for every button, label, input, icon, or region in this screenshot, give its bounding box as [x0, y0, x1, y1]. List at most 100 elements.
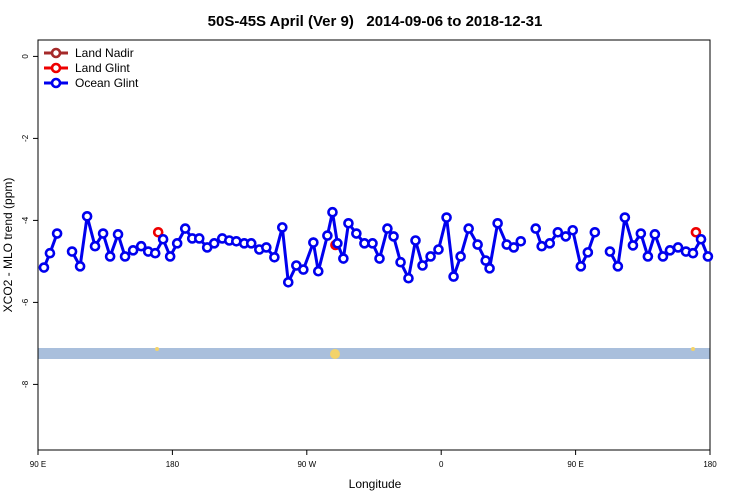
y-axis-label: XCO2 - MLO trend (ppm)	[1, 178, 15, 313]
data-point	[332, 238, 343, 249]
data-point	[463, 223, 474, 234]
data-point	[635, 228, 647, 239]
data-point	[455, 251, 466, 262]
data-point	[135, 240, 147, 252]
data-point	[149, 247, 161, 259]
data-point	[604, 246, 616, 257]
data-point	[388, 231, 399, 242]
data-point	[612, 261, 624, 272]
data-point	[66, 246, 78, 257]
data-point	[351, 228, 362, 239]
data-point	[433, 244, 444, 255]
data-point	[298, 264, 309, 275]
data-point	[425, 251, 436, 262]
data-point	[164, 251, 176, 262]
data-point	[472, 239, 483, 250]
data-point	[702, 251, 714, 262]
x-tick-label: 0	[439, 460, 444, 469]
data-point	[395, 256, 406, 268]
y-tick-label: -2	[21, 134, 30, 142]
legend-label: Land Nadir	[75, 46, 134, 60]
data-point	[261, 242, 272, 253]
data-point	[127, 245, 139, 256]
x-tick-label: 180	[166, 460, 180, 469]
data-point	[282, 277, 294, 288]
x-tick-label: 90 E	[567, 460, 583, 469]
data-point	[515, 236, 527, 247]
data-point	[642, 251, 654, 262]
data-point	[484, 263, 495, 274]
data-point	[657, 251, 669, 262]
data-point	[410, 235, 421, 246]
data-point	[627, 240, 639, 251]
legend-marker	[50, 77, 62, 89]
y-tick-label: -6	[21, 298, 30, 306]
data-point	[567, 224, 579, 236]
legend-label: Ocean Glint	[75, 76, 139, 90]
data-point	[338, 253, 349, 264]
data-point	[157, 233, 169, 245]
data-point	[575, 261, 587, 272]
plot-frame	[37, 39, 711, 451]
y-tick-label: -4	[21, 216, 30, 224]
data-point	[322, 230, 333, 241]
data-point	[530, 223, 542, 234]
data-point	[582, 247, 594, 258]
land-marker	[691, 347, 695, 351]
data-point	[492, 217, 503, 229]
data-point	[119, 251, 131, 262]
data-point	[441, 212, 452, 223]
data-point	[171, 238, 183, 249]
data-point	[382, 223, 393, 234]
data-point	[277, 222, 288, 233]
data-point	[308, 237, 319, 248]
land-ocean-strip	[38, 348, 710, 359]
x-tick-label: 90 E	[30, 460, 46, 469]
data-point	[104, 251, 116, 262]
data-point	[193, 233, 205, 244]
data-point	[480, 255, 492, 266]
data-point	[343, 217, 354, 229]
x-tick-label: 180	[703, 460, 717, 469]
data-point	[179, 223, 191, 234]
data-point	[619, 212, 631, 223]
data-point	[112, 229, 124, 240]
chart-title: 50S-45S April (Ver 9) 2014-09-06 to 2018…	[208, 13, 543, 30]
data-point	[589, 226, 601, 238]
data-point	[687, 247, 699, 259]
data-point	[312, 265, 324, 277]
data-point	[269, 251, 280, 263]
data-point	[245, 238, 257, 249]
data-point	[544, 238, 556, 249]
data-point	[74, 261, 86, 272]
data-point	[81, 211, 93, 222]
y-tick-label: 0	[21, 54, 30, 59]
legend-marker	[50, 62, 62, 74]
data-point	[44, 247, 56, 259]
data-point	[51, 228, 63, 239]
data-point	[374, 253, 385, 264]
legend-marker	[50, 47, 62, 59]
data-point	[560, 231, 572, 242]
data-point	[508, 242, 520, 253]
data-point	[672, 242, 684, 253]
data-point	[327, 206, 338, 218]
y-tick-label: -8	[21, 380, 30, 388]
data-point	[417, 260, 428, 271]
data-point	[695, 233, 707, 245]
data-point	[89, 240, 101, 252]
data-point	[38, 262, 50, 273]
data-point	[649, 229, 661, 240]
legend-label: Land Glint	[75, 61, 130, 75]
data-point	[552, 226, 564, 238]
data-point	[690, 226, 702, 238]
data-point	[97, 228, 109, 239]
land-marker	[330, 349, 340, 359]
land-marker	[155, 347, 159, 351]
data-point	[367, 238, 378, 249]
data-point	[208, 238, 220, 249]
data-point	[448, 271, 459, 282]
x-axis-label: Longitude	[349, 477, 402, 491]
data-point	[152, 226, 164, 238]
